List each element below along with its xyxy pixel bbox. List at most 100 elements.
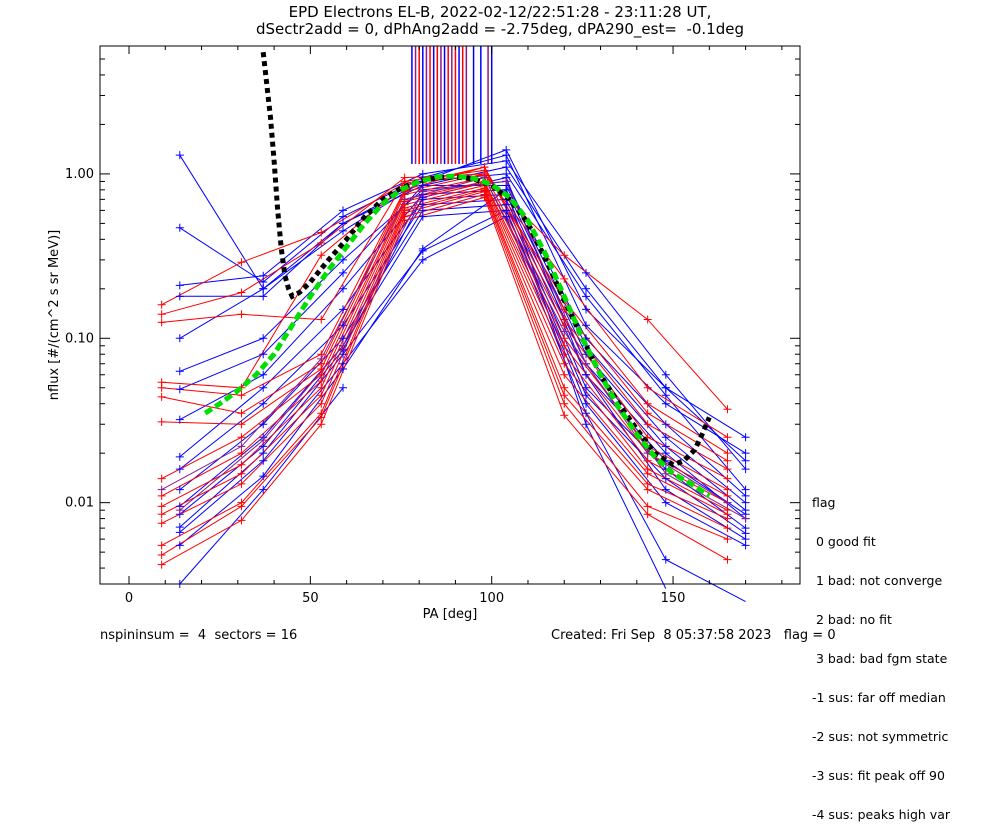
data-point-marker — [661, 433, 670, 442]
data-point-marker — [339, 341, 348, 350]
data-point-marker — [175, 528, 184, 537]
data-point-marker — [582, 321, 591, 330]
data-point-marker — [723, 433, 732, 442]
legend-item: 1 bad: not converge — [812, 573, 943, 588]
data-point-marker — [339, 305, 348, 314]
data-point-marker — [237, 516, 246, 525]
data-point-marker — [237, 288, 246, 297]
data-point-marker — [237, 442, 246, 451]
data-point-marker — [317, 413, 326, 422]
data-point-marker — [259, 292, 268, 301]
x-tick-label: 0 — [125, 591, 133, 606]
legend-item: 3 bad: bad fgm state — [812, 651, 948, 666]
data-point-marker — [723, 465, 732, 474]
series-line — [161, 189, 728, 524]
legend-item: -3 sus: fit peak off 90 — [812, 768, 945, 783]
data-point-marker — [237, 469, 246, 478]
series-line — [179, 189, 746, 511]
data-point-marker — [237, 420, 246, 429]
data-point-marker — [741, 456, 750, 465]
data-point-marker — [723, 535, 732, 544]
series-line — [161, 182, 728, 504]
data-point-marker — [661, 469, 670, 478]
data-point-marker — [582, 399, 591, 408]
data-point-marker — [157, 485, 166, 494]
data-point-marker — [560, 251, 569, 260]
data-point-marker — [582, 268, 591, 277]
data-point-marker — [175, 367, 184, 376]
data-point-marker — [723, 474, 732, 483]
data-point-marker — [259, 485, 268, 494]
data-point-marker — [339, 206, 348, 215]
data-point-marker — [661, 449, 670, 458]
data-point-marker — [661, 383, 670, 392]
data-point-marker — [661, 485, 670, 494]
data-point-marker — [560, 359, 569, 368]
data-point-marker — [723, 456, 732, 465]
data-point-marker — [400, 216, 409, 225]
data-point-marker — [723, 491, 732, 500]
data-point-marker — [157, 474, 166, 483]
data-point-marker — [502, 177, 511, 186]
data-point-marker — [661, 498, 670, 507]
data-point-marker — [643, 456, 652, 465]
series-line — [179, 215, 746, 603]
data-point-marker — [418, 244, 427, 253]
data-point-marker — [157, 502, 166, 511]
data-point-marker — [237, 479, 246, 488]
data-point-marker — [339, 350, 348, 359]
data-point-marker — [560, 327, 569, 336]
chart-plot: 0 50 100 150 0.01 0.10 1.00 PA [deg] nflux [#/… — [47, 45, 801, 622]
series-line — [161, 173, 728, 480]
data-point-marker — [157, 392, 166, 401]
data-point-marker — [560, 334, 569, 343]
data-point-marker — [259, 284, 268, 293]
data-point-marker — [339, 321, 348, 330]
data-point-marker — [502, 163, 511, 172]
series-line — [161, 184, 728, 511]
series-line — [161, 174, 728, 410]
series-line — [179, 209, 746, 546]
data-point-marker — [259, 399, 268, 408]
chart-title-line2: dSectr2add = 0, dPhAng2add = -2.75deg, d… — [256, 20, 744, 38]
data-point-marker — [317, 251, 326, 260]
data-point-marker — [175, 334, 184, 343]
series-line — [161, 191, 728, 546]
data-point-marker — [418, 212, 427, 221]
data-point-marker — [237, 391, 246, 400]
data-point-marker — [741, 465, 750, 474]
data-point-marker — [157, 417, 166, 426]
footer-left: nspininsum = 4 sectors = 16 — [100, 628, 298, 643]
data-point-marker — [175, 452, 184, 461]
series-line — [161, 196, 728, 566]
data-point-marker — [661, 399, 670, 408]
x-axis-label: PA [deg] — [423, 607, 478, 622]
data-point-marker — [480, 163, 489, 172]
data-point-marker — [418, 169, 427, 178]
data-point-marker — [317, 420, 326, 429]
data-point-marker — [317, 315, 326, 324]
data-point-marker — [157, 510, 166, 519]
data-point-marker — [560, 341, 569, 350]
series-line — [179, 149, 746, 438]
data-point-marker — [237, 258, 246, 267]
data-point-marker — [157, 551, 166, 560]
data-point-marker — [339, 255, 348, 264]
series-line — [161, 180, 728, 497]
data-point-marker — [175, 385, 184, 394]
data-point-marker — [661, 370, 670, 379]
data-point-marker — [418, 255, 427, 264]
data-point-marker — [582, 305, 591, 314]
data-point-marker — [339, 334, 348, 343]
data-point-marker — [723, 555, 732, 564]
series-line — [161, 166, 728, 470]
data-point-marker — [661, 555, 670, 564]
flag-legend: flag 0 good fit 1 bad: not converge 2 ba… — [812, 470, 950, 834]
data-point-marker — [317, 391, 326, 400]
data-point-marker — [259, 383, 268, 392]
data-point-marker — [339, 365, 348, 374]
series-line — [179, 193, 746, 519]
data-point-marker — [157, 310, 166, 319]
data-point-marker — [582, 409, 591, 418]
data-point-marker — [175, 465, 184, 474]
